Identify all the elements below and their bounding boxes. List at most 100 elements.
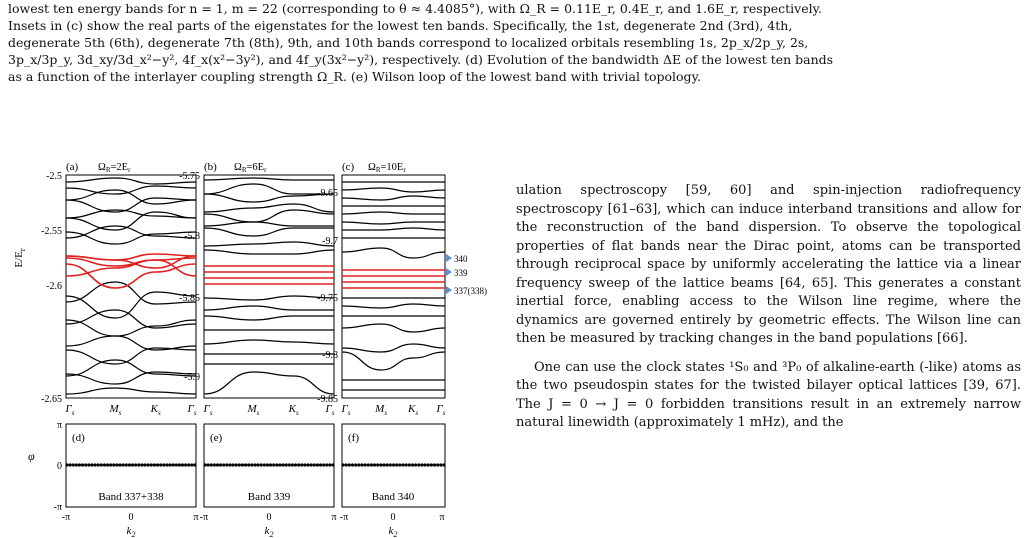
wilson-point xyxy=(281,463,285,467)
band-line xyxy=(65,211,197,231)
y-tick: -2.6 xyxy=(46,281,62,292)
wilson-point xyxy=(382,463,386,467)
band-line xyxy=(342,227,446,231)
wilson-point xyxy=(219,463,223,467)
wilson-point xyxy=(318,463,323,467)
wilson-point xyxy=(71,463,75,467)
k-point-label: Ms xyxy=(246,403,259,417)
y-tick: -5.75 xyxy=(179,171,200,182)
phi-axis-label: φ xyxy=(28,449,35,463)
panel-letter: (d) xyxy=(72,432,85,444)
band-line xyxy=(65,371,197,385)
wilson-point xyxy=(268,463,273,467)
wilson-point xyxy=(439,463,443,467)
wilson-point xyxy=(290,463,295,467)
band-line xyxy=(203,227,334,237)
wilson-point xyxy=(231,463,235,467)
wilson-point xyxy=(315,463,319,467)
wilson-point xyxy=(426,463,430,467)
wilson-point xyxy=(159,463,163,467)
k2-tick: π xyxy=(331,512,336,523)
band-line xyxy=(65,231,197,245)
band-line xyxy=(203,177,334,181)
wilson-point xyxy=(341,463,345,467)
panel-letter: (a) xyxy=(66,161,79,173)
wilson-point xyxy=(388,463,392,467)
wilson-point xyxy=(140,463,144,467)
wilson-point xyxy=(152,463,157,467)
phi-tick-0: 0 xyxy=(57,461,62,472)
panel-e: (e) Band 339 xyxy=(203,423,335,508)
k-point-label: Ks xyxy=(407,403,418,417)
wilson-point xyxy=(115,463,119,467)
y-tick: -9.75 xyxy=(317,293,338,304)
y-tick: -9.85 xyxy=(317,394,338,405)
wilson-point xyxy=(155,463,160,467)
wilson-point xyxy=(162,463,166,467)
wilson-point xyxy=(432,463,437,467)
y-tick: -9.8 xyxy=(322,350,338,361)
band-line xyxy=(341,303,446,309)
wilson-point xyxy=(369,463,374,467)
wilson-point xyxy=(360,463,364,467)
band-line xyxy=(203,305,334,311)
wilson-point xyxy=(81,463,85,467)
wilson-point xyxy=(149,463,153,467)
band-line xyxy=(65,309,197,329)
wilson-point xyxy=(395,463,399,467)
k2-tick: -π xyxy=(62,512,70,523)
wilson-point xyxy=(105,463,110,467)
band-line xyxy=(203,339,335,345)
k2-axis-label: k2 xyxy=(265,525,274,538)
band-line xyxy=(203,203,335,213)
panel-d: (d) Band 337+338 xyxy=(65,423,197,508)
wilson-point xyxy=(325,463,329,467)
band-caption: Band 340 xyxy=(372,491,415,503)
wilson-point xyxy=(228,463,232,467)
wilson-point xyxy=(312,463,316,467)
caption-line: degenerate 5th (6th), degenerate 7th (8t… xyxy=(8,35,809,50)
wilson-point xyxy=(420,463,424,467)
wilson-point xyxy=(203,463,207,467)
wilson-point xyxy=(272,463,276,467)
band-line xyxy=(65,291,197,319)
wilson-point xyxy=(187,463,191,467)
panel-letter: (f) xyxy=(348,432,359,444)
k2-tick: π xyxy=(439,512,444,523)
band-line xyxy=(65,281,197,305)
k-point-labels: Γs Ms Ks Γs Γs Ms Ks Γs Γs Ms Ks Γs xyxy=(65,403,446,417)
band-line xyxy=(65,359,197,377)
wilson-point xyxy=(354,463,358,467)
panel-omega-label: ΩR=6Er xyxy=(234,162,267,174)
k2-tick: π xyxy=(193,512,198,523)
wilson-point xyxy=(417,463,421,467)
wilson-point xyxy=(68,463,72,467)
k-point-label: Ms xyxy=(374,403,387,417)
wilson-point xyxy=(109,463,113,467)
wilson-point xyxy=(347,463,351,467)
wilson-point xyxy=(423,463,427,467)
bands-a xyxy=(65,177,197,395)
band-caption: Band 337+338 xyxy=(98,491,164,503)
band-label-337-338: 337(338) xyxy=(454,286,487,296)
wilson-point xyxy=(124,463,128,467)
wilson-point xyxy=(398,463,402,467)
wilson-point xyxy=(237,463,241,467)
band-line xyxy=(203,249,335,255)
paragraph: ulation spectroscopy [59, 60] and spin-i… xyxy=(516,183,1021,346)
wilson-point xyxy=(391,463,396,467)
wilson-point xyxy=(240,463,245,467)
panel-a: (a) ΩR=2Er -2.5 -2.55 -2.6 -2.65 xyxy=(41,161,197,405)
band-line xyxy=(341,323,446,333)
y-axis-label: E/Er xyxy=(13,248,27,268)
wilson-point xyxy=(363,463,367,467)
bands-c xyxy=(341,181,446,391)
wilson-point xyxy=(357,463,361,467)
wilson-point xyxy=(134,463,138,467)
band-structure-figure: E/Er (a) ΩR=2Er -2.5 -2.55 -2.6 -2.65 (b… xyxy=(13,161,487,538)
k2-axis-label: k2 xyxy=(127,525,136,538)
k-point-label: Ms xyxy=(108,403,121,417)
wilson-point xyxy=(118,463,122,467)
wilson-point xyxy=(90,463,94,467)
panel-omega-label: ΩR=2Er xyxy=(98,162,131,174)
